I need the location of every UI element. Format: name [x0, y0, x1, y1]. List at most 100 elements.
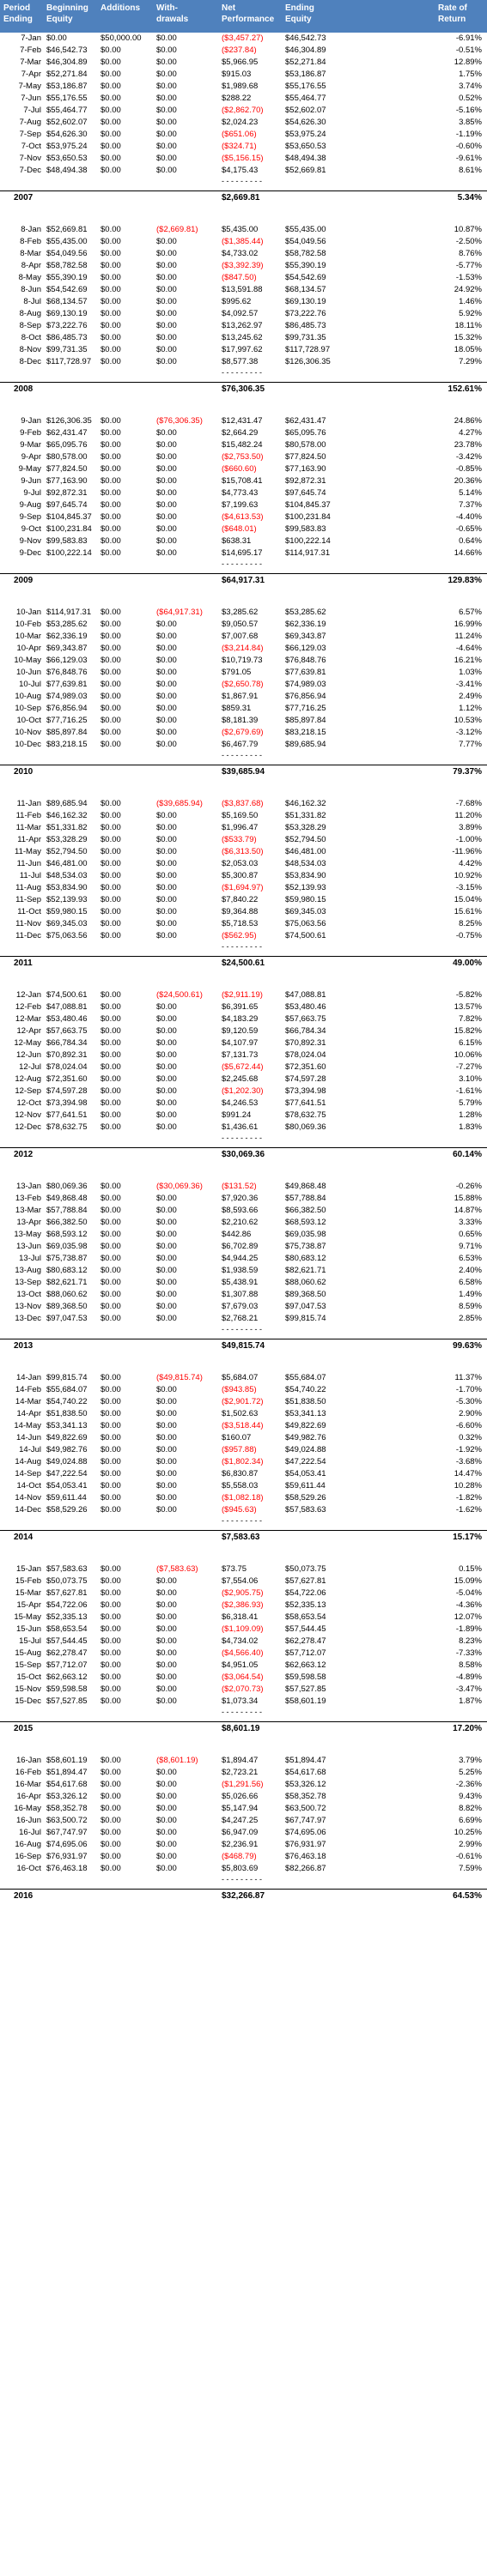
table-row: 7-Dec $48,494.38 $0.00 $0.00 $4,175.43 $52,66…	[0, 165, 487, 177]
additions-cell: $0.00	[100, 1840, 121, 1849]
ending-equity-cell: $51,894.47	[285, 1756, 326, 1765]
withdrawals-cell: $0.00	[156, 1242, 177, 1251]
withdrawals-cell: $0.00	[156, 1672, 177, 1682]
rate-of-return-cell: -1.61%	[455, 1086, 482, 1096]
withdrawals-cell: ($49,815.74)	[156, 1373, 203, 1382]
beginning-equity-cell: $76,931.97	[46, 1852, 88, 1861]
additions-cell: $0.00	[100, 1409, 121, 1418]
year-rate-of-return: 17.20%	[453, 1724, 482, 1733]
additions-cell: $0.00	[100, 464, 121, 474]
period-cell: 8-Aug	[19, 309, 41, 318]
period-cell: 13-Nov	[15, 1302, 41, 1311]
net-performance-cell: $2,664.29	[222, 428, 259, 438]
beginning-equity-cell: $99,583.83	[46, 536, 88, 546]
period-cell: 7-Nov	[19, 154, 41, 163]
additions-cell: $0.00	[100, 1780, 121, 1789]
withdrawals-cell: $0.00	[156, 895, 177, 904]
additions-cell: $0.00	[100, 1266, 121, 1275]
year-label: 2015	[14, 1724, 33, 1733]
additions-cell: $0.00	[100, 118, 121, 127]
ending-equity-cell: $58,352.78	[285, 1792, 326, 1801]
ending-equity-cell: $74,695.06	[285, 1828, 326, 1837]
withdrawals-cell: $0.00	[156, 333, 177, 342]
additions-cell: $0.00	[100, 692, 121, 701]
ending-equity-cell: $100,231.84	[285, 512, 331, 522]
ending-equity-cell: $59,598.58	[285, 1672, 326, 1682]
rate-of-return-cell: 1.12%	[459, 704, 482, 713]
rate-of-return-cell: 18.05%	[454, 345, 482, 354]
ending-equity-cell: $48,494.38	[285, 154, 326, 163]
beginning-equity-cell: $49,822.69	[46, 1433, 88, 1442]
additions-cell: $0.00	[100, 1421, 121, 1430]
ending-equity-cell: $54,542.69	[285, 273, 326, 282]
beginning-equity-cell: $57,527.85	[46, 1696, 88, 1706]
ending-equity-cell: $59,611.44	[285, 1481, 326, 1491]
table-row: 9-Mar $65,095.76 $0.00 $0.00 $15,482.24 $80,5…	[0, 439, 487, 451]
net-performance-cell: ($1,694.97)	[222, 883, 264, 892]
spacer	[0, 1360, 487, 1372]
additions-cell: $0.00	[100, 835, 121, 844]
withdrawals-cell: $0.00	[156, 1457, 177, 1466]
table-row: 9-Sep $104,845.37 $0.00 $0.00 ($4,613.53) $10…	[0, 511, 487, 523]
table-row: 9-Oct $100,231.84 $0.00 $0.00 ($648.01) $99,5…	[0, 523, 487, 535]
ending-equity-cell: $99,583.83	[285, 524, 326, 534]
table-row: 11-Dec $75,063.56 $0.00 $0.00 ($562.95) $74,5…	[0, 930, 487, 942]
beginning-equity-cell: $89,368.50	[46, 1302, 88, 1311]
ending-equity-cell: $54,617.68	[285, 1768, 326, 1777]
period-cell: 9-Mar	[20, 440, 41, 450]
beginning-equity-cell: $54,740.22	[46, 1397, 88, 1406]
additions-cell: $0.00	[100, 1086, 121, 1096]
rate-of-return-cell: 13.57%	[454, 1002, 482, 1012]
performance-table: Period Ending Beginning Equity Additions With…	[0, 0, 487, 1901]
withdrawals-cell: $0.00	[156, 130, 177, 139]
ending-equity-cell: $51,838.50	[285, 1397, 326, 1406]
ending-equity-cell: $49,868.48	[285, 1182, 326, 1191]
net-performance-cell: ($468.79)	[222, 1852, 257, 1861]
withdrawals-cell: $0.00	[156, 249, 177, 258]
table-row: 16-Feb $51,894.47 $0.00 $0.00 $2,723.21 $54,6…	[0, 1767, 487, 1779]
net-performance-cell: $5,718.53	[222, 919, 259, 928]
beginning-equity-cell: $76,463.18	[46, 1864, 88, 1873]
rate-of-return-cell: -4.64%	[455, 644, 482, 653]
period-cell: 9-Sep	[19, 512, 41, 522]
withdrawals-cell: $0.00	[156, 1768, 177, 1777]
ending-equity-cell: $68,593.12	[285, 1218, 326, 1227]
withdrawals-cell: $0.00	[156, 1230, 177, 1239]
rate-of-return-cell: -6.60%	[455, 1421, 482, 1430]
beginning-equity-cell: $69,343.87	[46, 644, 88, 653]
period-cell: 12-Jun	[15, 1050, 41, 1060]
period-cell: 10-Dec	[15, 740, 41, 749]
ending-equity-cell: $55,435.00	[285, 225, 326, 234]
withdrawals-cell: $0.00	[156, 644, 177, 653]
ending-equity-cell: $47,088.81	[285, 990, 326, 1000]
rate-of-return-cell: 7.29%	[459, 357, 482, 366]
withdrawals-cell: $0.00	[156, 1409, 177, 1418]
beginning-equity-cell: $52,335.13	[46, 1612, 88, 1622]
rate-of-return-cell: -4.36%	[455, 1600, 482, 1610]
period-cell: 8-Apr	[21, 261, 41, 270]
net-performance-cell: ($533.79)	[222, 835, 257, 844]
withdrawals-cell: $0.00	[156, 823, 177, 832]
withdrawals-cell: $0.00	[156, 668, 177, 677]
withdrawals-cell: $0.00	[156, 1792, 177, 1801]
beginning-equity-cell: $67,747.97	[46, 1828, 88, 1837]
ending-equity-cell: $77,716.25	[285, 704, 326, 713]
rate-of-return-cell: 2.85%	[459, 1314, 482, 1323]
year-total-row: 2008 $76,306.35 152.61%	[0, 382, 487, 396]
period-cell: 11-Sep	[15, 895, 41, 904]
table-header: Period Ending Beginning Equity Additions With…	[0, 0, 487, 33]
beginning-equity-cell: $49,982.76	[46, 1445, 88, 1454]
withdrawals-cell: $0.00	[156, 1840, 177, 1849]
table-row: 8-Jun $54,542.69 $0.00 $0.00 $13,591.88 $68,1…	[0, 284, 487, 296]
period-cell: 13-May	[14, 1230, 41, 1239]
table-row: 10-Jul $77,639.81 $0.00 $0.00 ($2,650.78) $74…	[0, 679, 487, 691]
table-row: 11-Feb $46,162.32 $0.00 $0.00 $5,169.50 $51,3…	[0, 810, 487, 822]
subtotal-rule: - - - - - - - - -	[222, 942, 262, 951]
ending-equity-cell: $55,390.19	[285, 261, 326, 270]
ending-equity-cell: $54,049.56	[285, 237, 326, 246]
period-cell: 14-Jun	[15, 1433, 41, 1442]
rate-of-return-cell: -4.40%	[455, 512, 482, 522]
table-row: 16-Jan $58,601.19 $0.00 ($8,601.19) $1,894.4…	[0, 1755, 487, 1767]
rate-of-return-cell: 14.66%	[454, 548, 482, 558]
withdrawals-cell: $0.00	[156, 1660, 177, 1670]
